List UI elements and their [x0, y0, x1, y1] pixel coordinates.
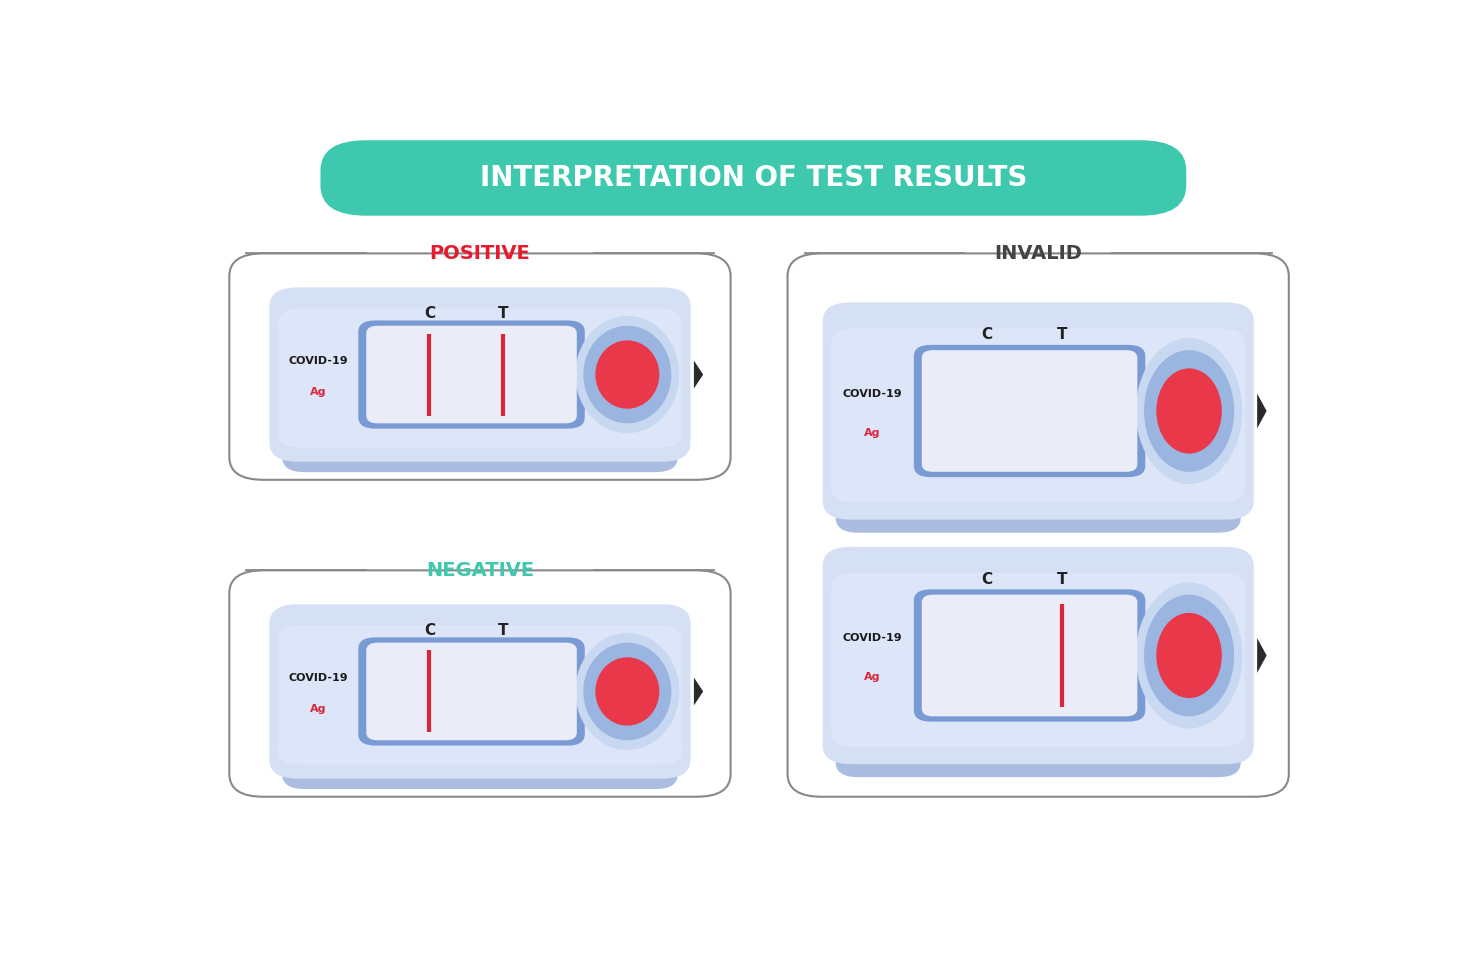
Text: Ag: Ag	[310, 387, 326, 397]
Ellipse shape	[1144, 350, 1235, 471]
Text: Ag: Ag	[864, 427, 881, 438]
Ellipse shape	[575, 316, 679, 433]
Ellipse shape	[595, 340, 660, 409]
FancyBboxPatch shape	[831, 328, 1245, 503]
FancyBboxPatch shape	[366, 325, 576, 423]
Polygon shape	[694, 361, 703, 388]
Text: INVALID: INVALID	[994, 244, 1082, 263]
FancyBboxPatch shape	[914, 345, 1145, 477]
Ellipse shape	[1136, 582, 1242, 728]
Ellipse shape	[584, 643, 672, 740]
FancyBboxPatch shape	[914, 589, 1145, 721]
Ellipse shape	[575, 633, 679, 750]
FancyBboxPatch shape	[359, 637, 585, 746]
FancyBboxPatch shape	[922, 350, 1138, 471]
FancyBboxPatch shape	[320, 140, 1186, 216]
FancyBboxPatch shape	[835, 738, 1241, 777]
FancyBboxPatch shape	[835, 494, 1241, 533]
FancyBboxPatch shape	[269, 605, 691, 779]
Text: COVID-19: COVID-19	[842, 633, 903, 643]
FancyBboxPatch shape	[366, 643, 576, 740]
Ellipse shape	[1157, 612, 1222, 698]
Text: C: C	[423, 306, 435, 321]
Text: T: T	[1057, 327, 1067, 342]
Text: C: C	[980, 327, 992, 342]
Text: NEGATIVE: NEGATIVE	[426, 561, 534, 580]
FancyBboxPatch shape	[922, 595, 1138, 716]
FancyBboxPatch shape	[823, 302, 1254, 519]
Text: COVID-19: COVID-19	[842, 389, 903, 399]
FancyBboxPatch shape	[823, 547, 1254, 764]
Text: POSITIVE: POSITIVE	[429, 244, 531, 263]
FancyBboxPatch shape	[278, 625, 682, 764]
Text: T: T	[498, 306, 509, 321]
Polygon shape	[1257, 638, 1267, 673]
Ellipse shape	[1136, 338, 1242, 484]
Ellipse shape	[584, 325, 672, 423]
FancyBboxPatch shape	[788, 254, 1289, 797]
Text: T: T	[498, 623, 509, 638]
FancyBboxPatch shape	[831, 573, 1245, 747]
Text: C: C	[980, 572, 992, 587]
Text: C: C	[423, 623, 435, 638]
Polygon shape	[1257, 394, 1267, 428]
Text: INTERPRETATION OF TEST RESULTS: INTERPRETATION OF TEST RESULTS	[479, 164, 1028, 192]
Ellipse shape	[1144, 595, 1235, 716]
Ellipse shape	[1157, 368, 1222, 454]
Ellipse shape	[595, 658, 660, 725]
FancyBboxPatch shape	[229, 254, 731, 480]
Polygon shape	[694, 677, 703, 706]
Text: COVID-19: COVID-19	[288, 356, 348, 366]
FancyBboxPatch shape	[278, 309, 682, 448]
FancyBboxPatch shape	[282, 758, 678, 789]
FancyBboxPatch shape	[269, 287, 691, 462]
FancyBboxPatch shape	[282, 441, 678, 472]
Text: T: T	[1057, 572, 1067, 587]
Text: COVID-19: COVID-19	[288, 672, 348, 682]
Text: Ag: Ag	[310, 704, 326, 713]
FancyBboxPatch shape	[359, 320, 585, 428]
Text: Ag: Ag	[864, 672, 881, 682]
FancyBboxPatch shape	[229, 570, 731, 797]
